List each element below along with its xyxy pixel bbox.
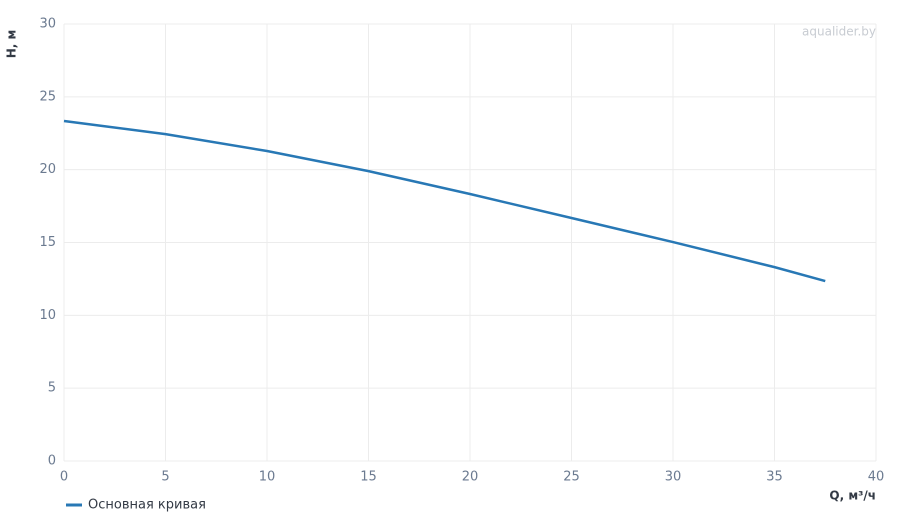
- x-tick-label: 35: [766, 470, 783, 485]
- watermark: aqualider.by: [802, 25, 876, 39]
- x-tick-label: 30: [665, 470, 682, 485]
- x-tick-label: 40: [868, 470, 885, 485]
- y-tick-label: 15: [39, 235, 56, 250]
- legend-label: Основная кривая: [88, 498, 206, 513]
- y-tick-label: 5: [48, 381, 56, 396]
- y-tick-label: 20: [39, 162, 56, 177]
- x-tick-label: 15: [360, 470, 377, 485]
- x-tick-label: 25: [563, 470, 580, 485]
- line: [63, 119, 826, 283]
- y-tick-label: 25: [39, 89, 56, 104]
- x-tick-label: 20: [462, 470, 479, 485]
- x-tick-label: 5: [161, 470, 169, 485]
- x-tick-label: 10: [259, 470, 276, 485]
- y-tick-label: 30: [39, 17, 56, 32]
- x-tick-label: 0: [60, 470, 68, 485]
- y-tick-label: 10: [39, 308, 56, 323]
- x-axis-label: Q, м³/ч: [829, 489, 876, 503]
- y-axis-label: H, м: [5, 30, 19, 59]
- y-tick-label: 0: [48, 454, 56, 469]
